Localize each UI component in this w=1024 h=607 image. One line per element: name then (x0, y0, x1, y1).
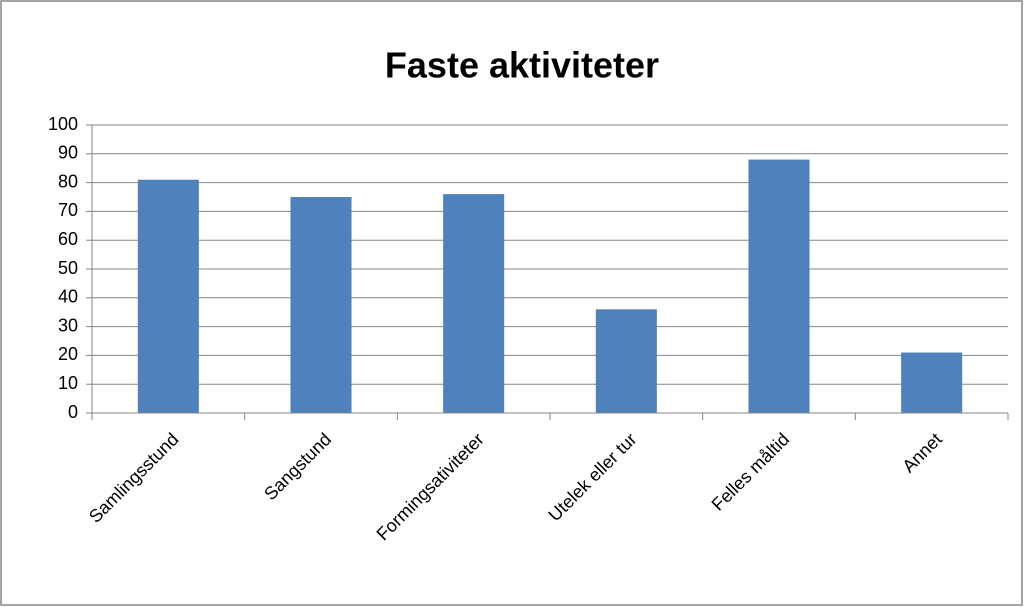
y-tick-label: 40 (58, 287, 78, 307)
y-tick-label: 10 (58, 373, 78, 393)
y-tick-label: 30 (58, 315, 78, 335)
bar (901, 352, 963, 413)
y-tick-label: 90 (58, 143, 78, 163)
y-tick-label: 100 (48, 114, 78, 134)
y-tick-label: 20 (58, 344, 78, 364)
bar (748, 159, 810, 413)
y-tick-label: 60 (58, 229, 78, 249)
y-tick-label: 70 (58, 200, 78, 220)
bar (290, 197, 352, 413)
y-tick-label: 80 (58, 171, 78, 191)
chart-title: Faste aktiviteter (385, 45, 659, 86)
y-tick-label: 0 (68, 402, 78, 422)
bar (137, 179, 199, 413)
bar (443, 194, 505, 413)
bar (595, 309, 657, 413)
y-tick-label: 50 (58, 258, 78, 278)
